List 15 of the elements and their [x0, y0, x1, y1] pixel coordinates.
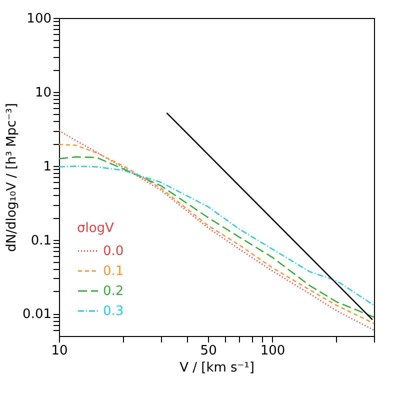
x-tick-label: 100: [260, 344, 286, 358]
legend-label: 0.3: [103, 304, 124, 319]
y-tick-label: 10: [34, 85, 52, 100]
x-axis-title: V / [km s⁻¹]: [180, 360, 254, 376]
y-tick-label: 0.1: [30, 233, 52, 248]
x-tick-label: 10: [51, 344, 68, 358]
y-tick-label: 0.01: [22, 307, 52, 322]
y-tick-label: 1: [43, 159, 52, 174]
legend-label: 0.0: [103, 244, 124, 259]
y-axis-title: dN/dlog₁₀V / [h³ Mpc⁻³]: [4, 103, 20, 252]
legend-title: σlogV: [77, 221, 114, 236]
legend-label: 0.2: [103, 284, 124, 299]
x-tick-label: 50: [200, 344, 217, 358]
y-tick-label: 100: [26, 12, 52, 26]
legend-label: 0.1: [103, 264, 124, 279]
